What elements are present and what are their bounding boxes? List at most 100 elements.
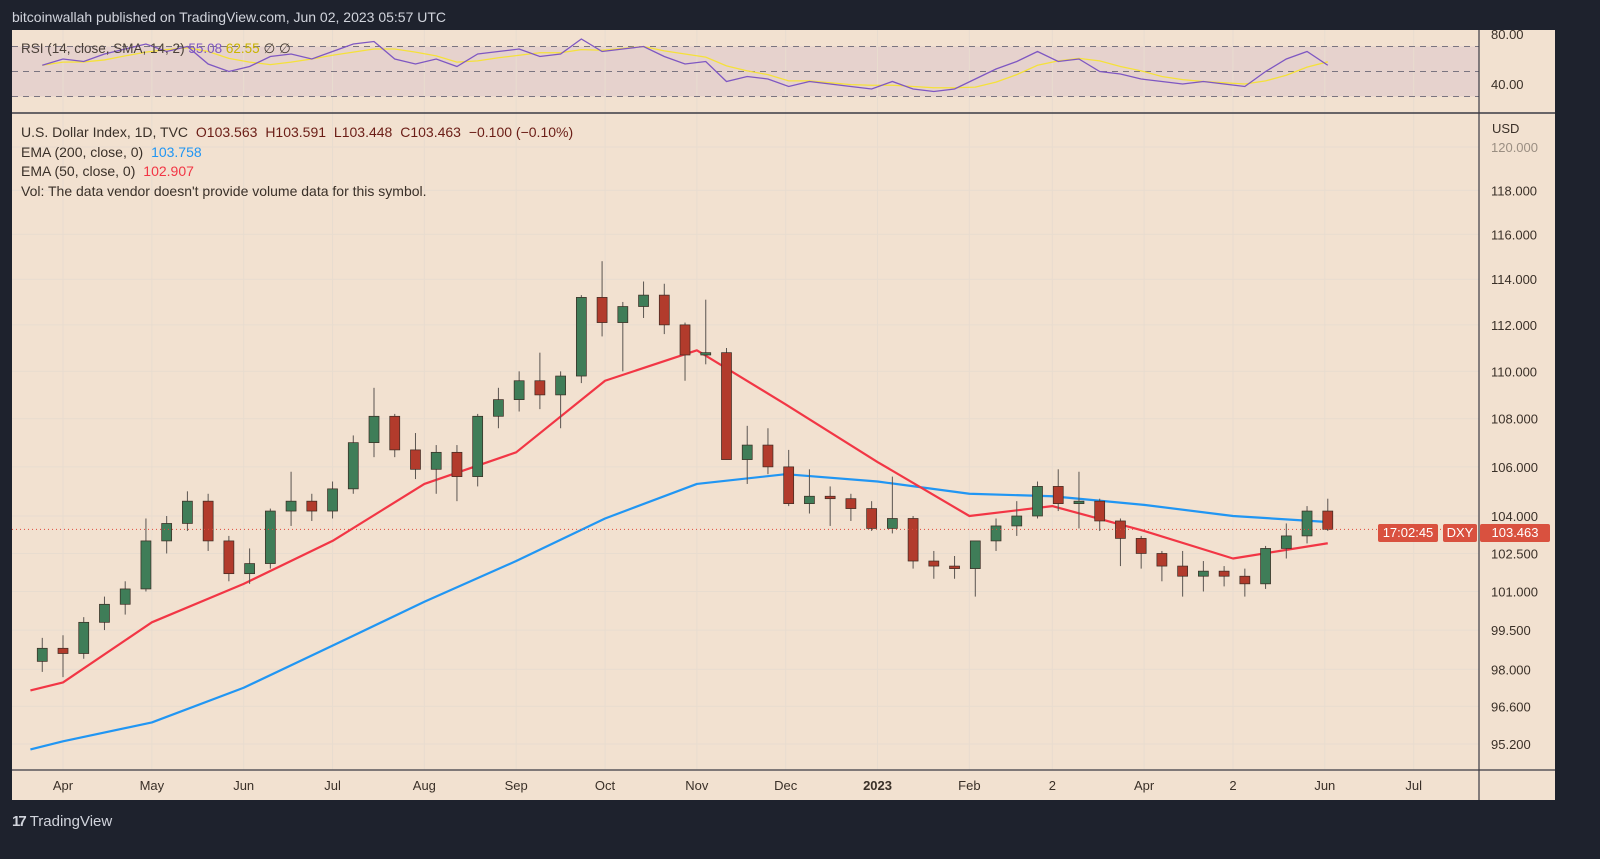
y-tick-label: 116.000 <box>1491 227 1537 242</box>
candle-body <box>1052 486 1064 504</box>
rsi-line <box>42 38 1329 93</box>
candle-body <box>327 488 338 512</box>
candle-body <box>493 399 504 417</box>
candle-body <box>638 294 649 307</box>
candle-body <box>513 380 525 400</box>
candle <box>721 348 732 460</box>
candle-body <box>741 444 753 460</box>
candle <box>1218 566 1230 587</box>
rsi-value: 55.08 <box>188 41 223 56</box>
candle-body <box>1280 535 1292 549</box>
candle-body <box>306 500 318 512</box>
candle-body <box>907 518 919 562</box>
y-tick-label: 112.000 <box>1491 318 1537 333</box>
candle <box>762 428 774 475</box>
candle <box>1156 550 1168 582</box>
y-tick-label: 98.000 <box>1491 662 1531 677</box>
candle <box>1322 498 1334 531</box>
candle-body <box>658 294 670 326</box>
candle-body <box>430 451 442 470</box>
candle-body <box>1301 510 1313 537</box>
candle-body <box>534 380 546 396</box>
candle <box>202 493 214 551</box>
candle-body <box>969 540 981 569</box>
candle <box>513 371 525 412</box>
currency-label: USD <box>1492 121 1520 136</box>
candle <box>741 425 753 484</box>
candle-body <box>804 495 815 504</box>
y-tick-label: 102.500 <box>1491 546 1538 561</box>
candle-body <box>1177 565 1188 577</box>
candle <box>1177 550 1188 597</box>
candle <box>347 435 359 494</box>
candle <box>1135 535 1147 569</box>
candle <box>638 281 649 318</box>
symbol-tag: DXY <box>1443 524 1477 542</box>
candle-body <box>887 518 898 529</box>
y-tick-label: 99.500 <box>1491 623 1531 638</box>
candle <box>700 299 712 365</box>
candle-body <box>119 588 131 605</box>
candle-body <box>57 647 69 654</box>
candle <box>845 493 857 521</box>
candle-body <box>223 540 235 575</box>
candle <box>1032 481 1043 519</box>
candle-body <box>1260 548 1271 585</box>
x-tick-label: Jul <box>324 778 341 793</box>
candle <box>1260 545 1271 589</box>
candle <box>223 535 235 582</box>
ema50-label[interactable]: EMA (50, close, 0) <box>21 163 136 179</box>
candle <box>410 433 421 480</box>
ema200-label[interactable]: EMA (200, close, 0) <box>21 144 144 160</box>
candle-body <box>866 508 877 529</box>
candle <box>1052 469 1064 512</box>
x-tick-label: Dec <box>774 778 798 793</box>
candle <box>451 445 463 502</box>
candle-body <box>161 523 173 542</box>
tradingview-logo[interactable]: 17 TradingView <box>12 813 112 830</box>
y-tick-label: 110.000 <box>1491 364 1537 379</box>
x-tick-label: Jun <box>1314 778 1335 793</box>
candle <box>617 301 629 372</box>
candle-body <box>285 500 297 512</box>
ema200-value: 103.758 <box>151 144 202 160</box>
ema50-value: 102.907 <box>143 163 194 179</box>
candle-body <box>389 415 401 451</box>
candle <box>389 413 401 458</box>
candle-body <box>99 603 110 623</box>
candle <box>534 352 546 410</box>
candle <box>161 516 173 554</box>
candle-body <box>368 415 380 444</box>
candle <box>658 283 670 335</box>
x-tick-label: Apr <box>1134 778 1155 793</box>
candle-body <box>140 540 152 590</box>
candle <box>555 371 566 429</box>
candle <box>575 295 587 384</box>
close-value: C103.463 <box>400 124 461 140</box>
symbol-name[interactable]: U.S. Dollar Index, 1D, TVC <box>21 124 189 140</box>
candle-body <box>555 375 566 396</box>
candle-body <box>1094 500 1106 522</box>
candle <box>887 476 898 534</box>
volume-note: Vol: The data vendor doesn't provide vol… <box>21 183 427 199</box>
candle <box>57 635 69 678</box>
candle-body <box>990 525 1002 542</box>
candle-body <box>721 352 732 460</box>
x-tick-label: Jul <box>1405 778 1422 793</box>
x-tick-label: Sep <box>505 778 528 793</box>
last-price: 103.463 <box>1491 525 1539 540</box>
candle <box>119 581 131 615</box>
candle <box>907 516 919 569</box>
rsi-label: RSI (14, close, SMA, 14, 2) <box>21 41 185 56</box>
candle-body <box>1239 575 1251 585</box>
ema200-line <box>30 473 1328 751</box>
candle <box>430 445 442 494</box>
candle <box>1198 561 1209 592</box>
y-tick-label: 96.600 <box>1491 699 1531 714</box>
candle-body <box>347 442 359 490</box>
candle-body <box>575 297 587 377</box>
candle-body <box>700 352 712 356</box>
x-tick-label: 2 <box>1049 778 1056 793</box>
candle <box>327 481 338 519</box>
